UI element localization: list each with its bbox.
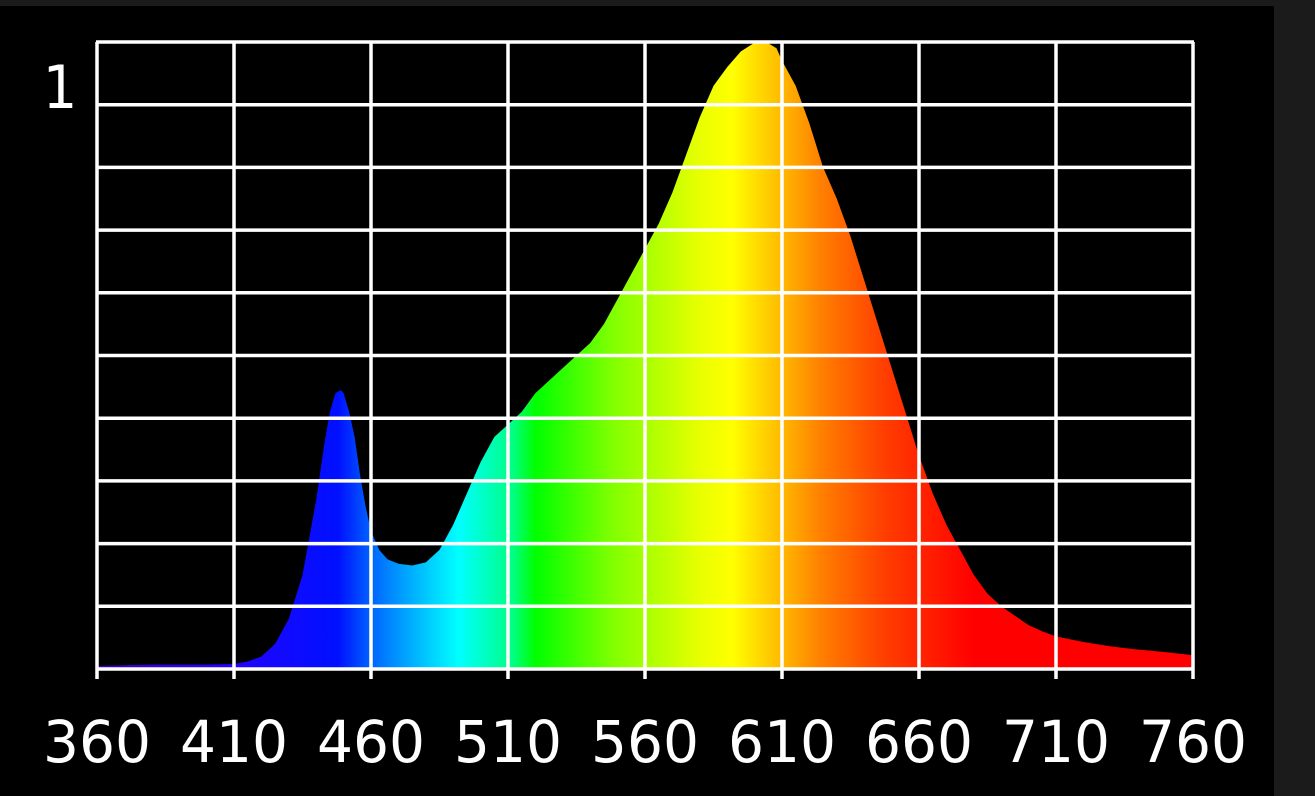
x-tick-label-510: 510 bbox=[454, 708, 562, 776]
x-tick-label-610: 610 bbox=[728, 708, 836, 776]
spectral-power-chart: 360 410 460 510 560 610 660 710 760 1 bbox=[43, 40, 1247, 776]
top-border-strip bbox=[0, 0, 1274, 6]
x-tick-label-560: 560 bbox=[591, 708, 699, 776]
grid-lines bbox=[95, 40, 1195, 679]
x-axis-ticks: 360 410 460 510 560 610 660 710 760 bbox=[43, 708, 1247, 776]
x-tick-label-660: 660 bbox=[865, 708, 973, 776]
right-border-strip bbox=[1274, 0, 1315, 796]
x-tick-label-460: 460 bbox=[317, 708, 425, 776]
x-tick-label-710: 710 bbox=[1002, 708, 1110, 776]
x-tick-label-410: 410 bbox=[180, 708, 288, 776]
x-tick-label-760: 760 bbox=[1139, 708, 1247, 776]
y-tick-label-max: 1 bbox=[43, 53, 77, 123]
x-tick-label-360: 360 bbox=[43, 708, 151, 776]
